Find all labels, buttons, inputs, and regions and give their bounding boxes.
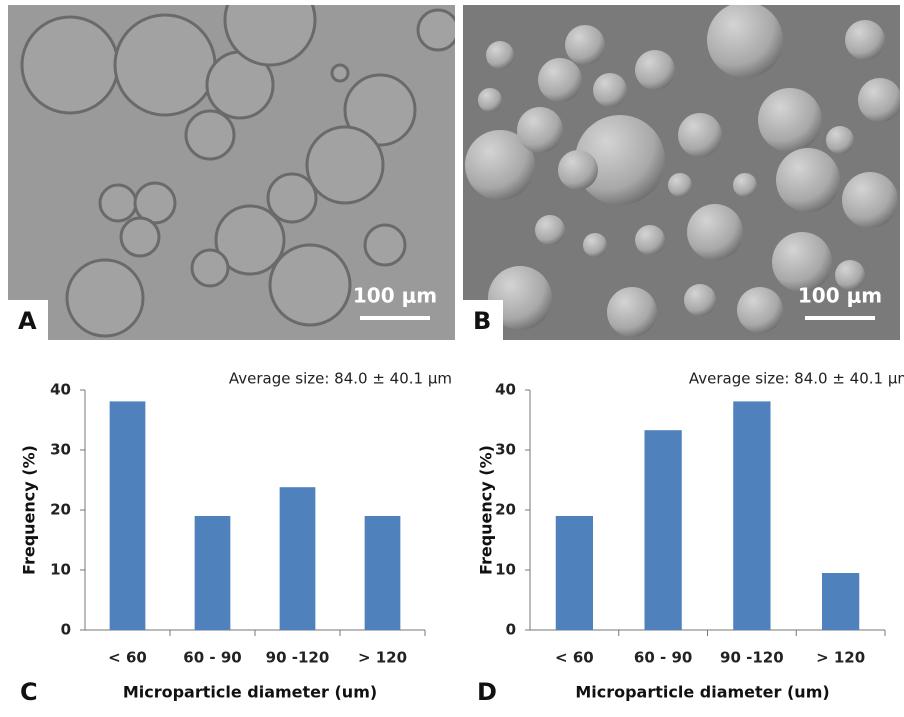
x-tick-label: 90 -120 [266,649,330,667]
x-tick-label: < 60 [108,649,147,667]
y-axis-label: Frequency (%) [20,445,39,575]
panel-label: C [20,678,38,706]
x-axis-label: Microparticle diameter (um) [575,683,829,702]
bar [110,401,146,630]
y-tick-label: 0 [506,621,516,639]
bar [195,516,231,630]
bar [733,401,770,630]
y-tick-label: 40 [495,381,516,399]
annotation: Average size: 84.0 ± 40.1 μm [689,370,904,388]
x-tick-label: > 120 [816,649,865,667]
x-tick-label: < 60 [555,649,594,667]
x-axis-label: Microparticle diameter (um) [123,683,377,702]
y-tick-label: 10 [495,561,516,579]
y-tick-label: 10 [50,561,71,579]
panel-label: D [477,678,497,706]
bar [280,487,316,630]
bar [822,573,859,630]
y-tick-label: 40 [50,381,71,399]
figure: A 100 μm B 100 μm 0 10 20 30 40 < 60 60 - 90 90 -12… [0,0,904,713]
y-axis-label: Frequency (%) [477,445,496,575]
x-tick-label: > 120 [358,649,407,667]
panel-label: B [473,307,491,335]
panel-label: A [18,307,37,335]
x-tick-label: 60 - 90 [634,649,692,667]
x-tick-label: 90 -120 [720,649,784,667]
bar [644,430,681,630]
y-tick-label: 20 [495,501,516,519]
scale-bar-label: 100 μm [798,284,882,308]
x-tick-label: 60 - 90 [183,649,241,667]
scale-bar-label: 100 μm [353,284,437,308]
annotation: Average size: 84.0 ± 40.1 μm [229,370,452,388]
y-tick-label: 0 [61,621,71,639]
y-tick-label: 30 [495,441,516,459]
bar [365,516,401,630]
y-tick-label: 30 [50,441,71,459]
y-tick-label: 20 [50,501,71,519]
bar [556,516,593,630]
